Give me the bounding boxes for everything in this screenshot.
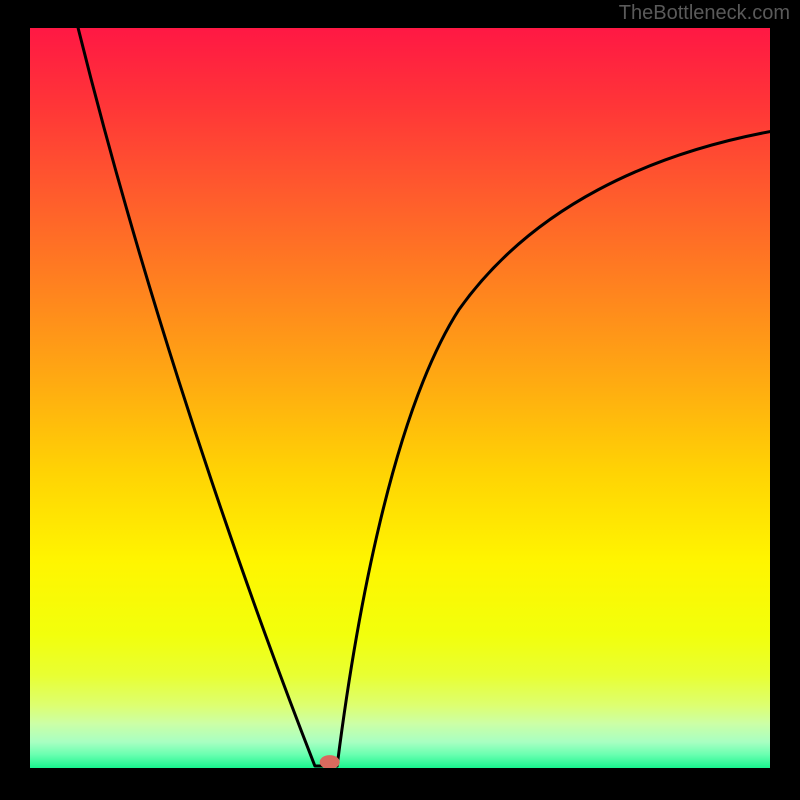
chart-container: TheBottleneck.com bbox=[0, 0, 800, 800]
bottleneck-curve-chart bbox=[30, 28, 770, 768]
plot-area bbox=[30, 28, 770, 768]
watermark-text: TheBottleneck.com bbox=[619, 2, 790, 25]
gradient-background bbox=[30, 28, 770, 768]
